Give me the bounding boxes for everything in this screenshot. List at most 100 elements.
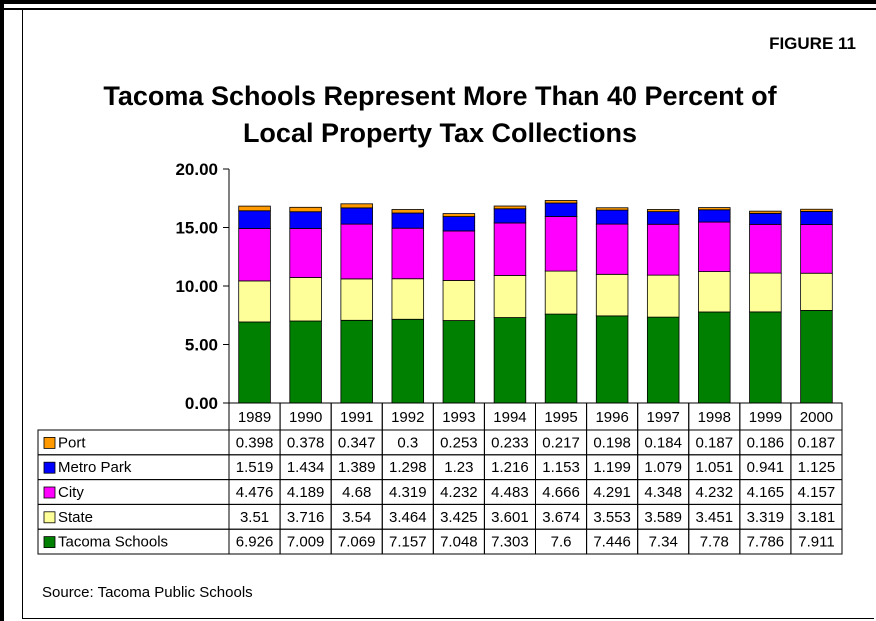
table-cell-value: 3.716 bbox=[287, 509, 325, 526]
bar-segment-state-1997 bbox=[646, 274, 680, 318]
bar-segment-port-1992 bbox=[391, 209, 425, 214]
table-cell-value: 4.232 bbox=[696, 484, 734, 501]
bar-segment-city-1997 bbox=[646, 223, 680, 276]
table-cell-value: 1.216 bbox=[491, 459, 529, 476]
y-tick-label: 5.00 bbox=[185, 336, 218, 355]
bar-segment-port-1990 bbox=[289, 206, 322, 213]
bar-segment-state-1990 bbox=[289, 277, 322, 322]
bar-segment-state-1996 bbox=[595, 273, 629, 317]
bar-segment-city-1993 bbox=[442, 230, 476, 281]
legend-swatch-city bbox=[43, 486, 56, 499]
legend-label: Metro Park bbox=[58, 459, 132, 476]
bar-segment-city-1999 bbox=[749, 223, 782, 274]
table-cell-value: 1.389 bbox=[338, 459, 376, 476]
bars bbox=[238, 200, 833, 404]
table-header-label: 1998 bbox=[698, 409, 731, 426]
legend-label: State bbox=[58, 509, 93, 526]
bar-segment-state-1992 bbox=[391, 278, 425, 320]
bar-segment-port-1998 bbox=[698, 207, 731, 211]
left-rule bbox=[0, 0, 4, 621]
bar-segment-city-1990 bbox=[289, 228, 322, 278]
table-header-label: 1995 bbox=[544, 409, 577, 426]
bar-segment-port-1989 bbox=[238, 205, 271, 212]
table-cell-value: 3.464 bbox=[389, 509, 427, 526]
table-cell-value: 7.446 bbox=[593, 534, 631, 551]
bar-segment-metro-park-1996 bbox=[595, 209, 629, 225]
bar-segment-metro-park-1998 bbox=[698, 209, 731, 223]
table-cell-value: 0.217 bbox=[542, 434, 580, 451]
bar-segment-port-1995 bbox=[544, 200, 578, 204]
bar-segment-tacoma-schools-1990 bbox=[289, 320, 322, 404]
bar-segment-tacoma-schools-1995 bbox=[544, 313, 578, 404]
data-table: 1989 1990 1991 1992 1993 1994 1995 1996 1997 1998… bbox=[37, 402, 843, 555]
bar-segment-city-1989 bbox=[238, 228, 271, 282]
legend-label: City bbox=[58, 484, 84, 501]
table-cell-value: 4.68 bbox=[342, 484, 371, 501]
table-cell-value: 7.34 bbox=[649, 534, 678, 551]
table-header-label: 1992 bbox=[391, 409, 424, 426]
table-cell-value: 3.54 bbox=[342, 509, 371, 526]
table-cell-value: 0.378 bbox=[287, 434, 325, 451]
table-cell-value: 7.303 bbox=[491, 534, 529, 551]
table-cell-value: 3.181 bbox=[798, 509, 836, 526]
bar-segment-metro-park-1999 bbox=[749, 212, 782, 225]
table-cell-value: 1.23 bbox=[444, 459, 473, 476]
bar-segment-metro-park-1989 bbox=[238, 210, 271, 229]
bar-segment-metro-park-1997 bbox=[646, 211, 680, 225]
y-tick-label: 10.00 bbox=[175, 277, 218, 296]
table-header-label: 1999 bbox=[749, 409, 782, 426]
y-tick-label: 0.00 bbox=[185, 394, 218, 413]
table-cell-value: 4.232 bbox=[440, 484, 478, 501]
bar-segment-city-2000 bbox=[800, 224, 833, 274]
bar-segment-metro-park-1993 bbox=[442, 216, 476, 232]
table-cell-value: 6.926 bbox=[236, 534, 274, 551]
bar-segment-metro-park-1994 bbox=[493, 208, 527, 224]
bar-segment-state-1999 bbox=[749, 272, 782, 313]
legend-swatch-port bbox=[43, 436, 56, 449]
bar-segment-city-1991 bbox=[340, 223, 373, 280]
table-cell-value: 3.51 bbox=[240, 509, 269, 526]
bar-segment-city-1996 bbox=[595, 223, 629, 275]
table-cell-value: 0.187 bbox=[696, 434, 734, 451]
table-cell-value: 7.009 bbox=[287, 534, 325, 551]
bar-segment-tacoma-schools-1994 bbox=[493, 317, 527, 404]
table-cell-value: 0.941 bbox=[747, 459, 785, 476]
table-header-label: 1989 bbox=[238, 409, 271, 426]
table-cell-value: 4.189 bbox=[287, 484, 325, 501]
table-cell-value: 4.291 bbox=[593, 484, 631, 501]
table-cell bbox=[790, 528, 843, 555]
table-cell-value: 7.786 bbox=[747, 534, 785, 551]
table-cell-value: 0.398 bbox=[236, 434, 274, 451]
table-cell-value: 3.451 bbox=[696, 509, 734, 526]
table-cell-value: 1.519 bbox=[236, 459, 274, 476]
table-cell-value: 7.048 bbox=[440, 534, 478, 551]
table-header-label: 1996 bbox=[595, 409, 628, 426]
bar-segment-state-1989 bbox=[238, 280, 271, 323]
table-cell-value: 7.157 bbox=[389, 534, 427, 551]
table-header-label: 1993 bbox=[442, 409, 475, 426]
bar-segment-metro-park-1995 bbox=[544, 202, 578, 217]
table-cell-value: 0.253 bbox=[440, 434, 478, 451]
legend-label: Tacoma Schools bbox=[58, 534, 168, 551]
table-header-label: 2000 bbox=[800, 409, 833, 426]
table-cell-value: 0.198 bbox=[593, 434, 631, 451]
table-header-label: 1990 bbox=[289, 409, 322, 426]
bar-segment-city-1994 bbox=[493, 222, 527, 276]
table-cell-value: 4.666 bbox=[542, 484, 580, 501]
table-cell-value: 1.298 bbox=[389, 459, 427, 476]
table-cell-value: 4.165 bbox=[747, 484, 785, 501]
table-cell-value: 3.553 bbox=[593, 509, 631, 526]
table-cell-value: 4.319 bbox=[389, 484, 427, 501]
bar-segment-port-1994 bbox=[493, 205, 527, 210]
panel-border bbox=[22, 10, 874, 619]
table-cell-value: 0.233 bbox=[491, 434, 529, 451]
bar-segment-state-1994 bbox=[493, 275, 527, 318]
bar-segment-port-1997 bbox=[646, 209, 680, 213]
bar-segment-tacoma-schools-1993 bbox=[442, 320, 476, 404]
legend-swatch-tacoma-schools bbox=[43, 536, 56, 548]
bar-segment-tacoma-schools-1999 bbox=[749, 311, 782, 404]
table-cell-value: 3.319 bbox=[747, 509, 785, 526]
bar-segment-port-1993 bbox=[442, 213, 476, 217]
